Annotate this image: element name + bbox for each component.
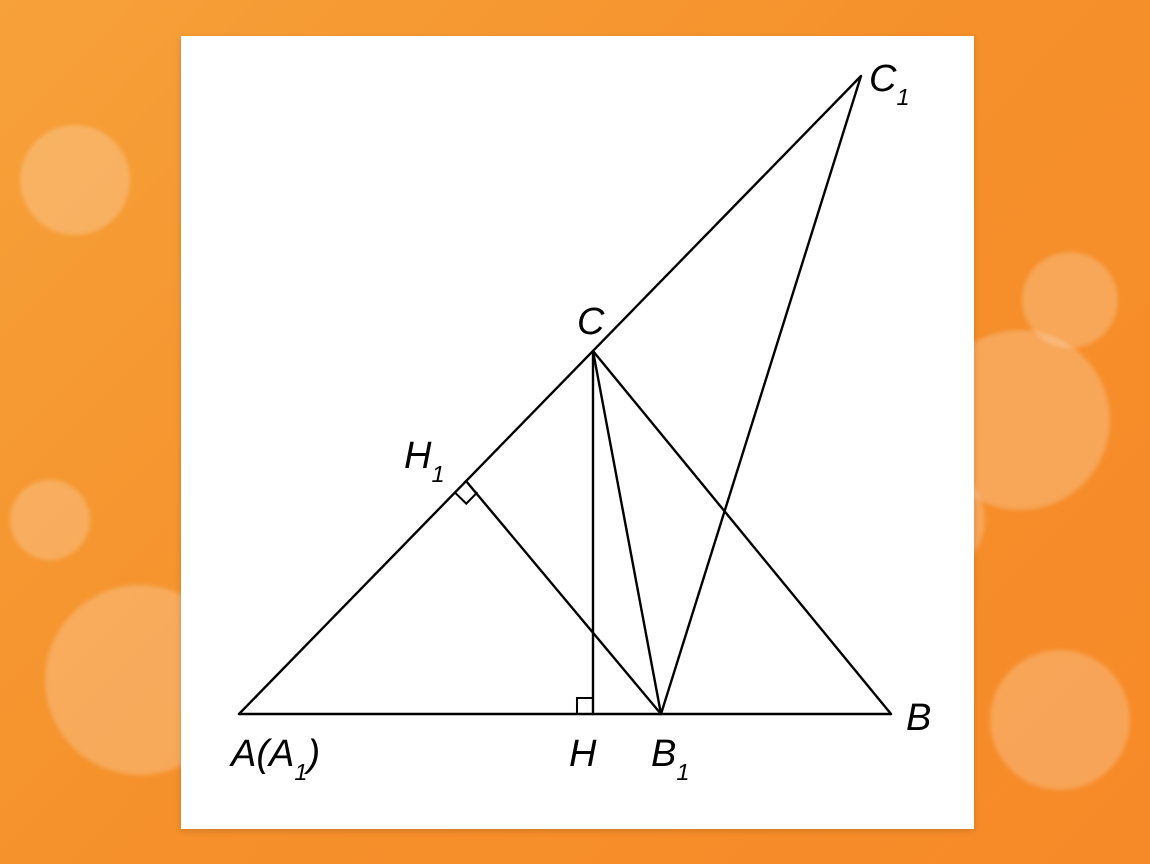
segment-C-B1 xyxy=(593,351,661,714)
label-A: A(A1) xyxy=(229,733,320,785)
right-angle-marker-H1 xyxy=(455,492,478,503)
label-C: C xyxy=(577,301,605,343)
right-angle-marker-H xyxy=(577,698,593,714)
segment-B1-H1 xyxy=(466,481,661,714)
segment-C1-B1 xyxy=(661,76,861,714)
label-B: B xyxy=(906,697,931,739)
label-C1: C1 xyxy=(869,58,910,110)
label-H1: H1 xyxy=(404,435,445,487)
bokeh-circle xyxy=(10,480,90,560)
bokeh-circle xyxy=(990,650,1130,790)
geometry-diagram: A(A1) B C C1 B1 H H1 xyxy=(181,36,974,829)
diagram-panel: A(A1) B C C1 B1 H H1 xyxy=(181,36,974,829)
bokeh-circle xyxy=(20,125,130,235)
label-B1: B1 xyxy=(651,733,689,785)
bokeh-circle xyxy=(1022,252,1118,348)
segment-A-C1 xyxy=(239,76,861,714)
segment-B-C xyxy=(593,351,891,714)
label-H: H xyxy=(569,733,597,775)
slide-background: A(A1) B C C1 B1 H H1 xyxy=(0,0,1150,864)
